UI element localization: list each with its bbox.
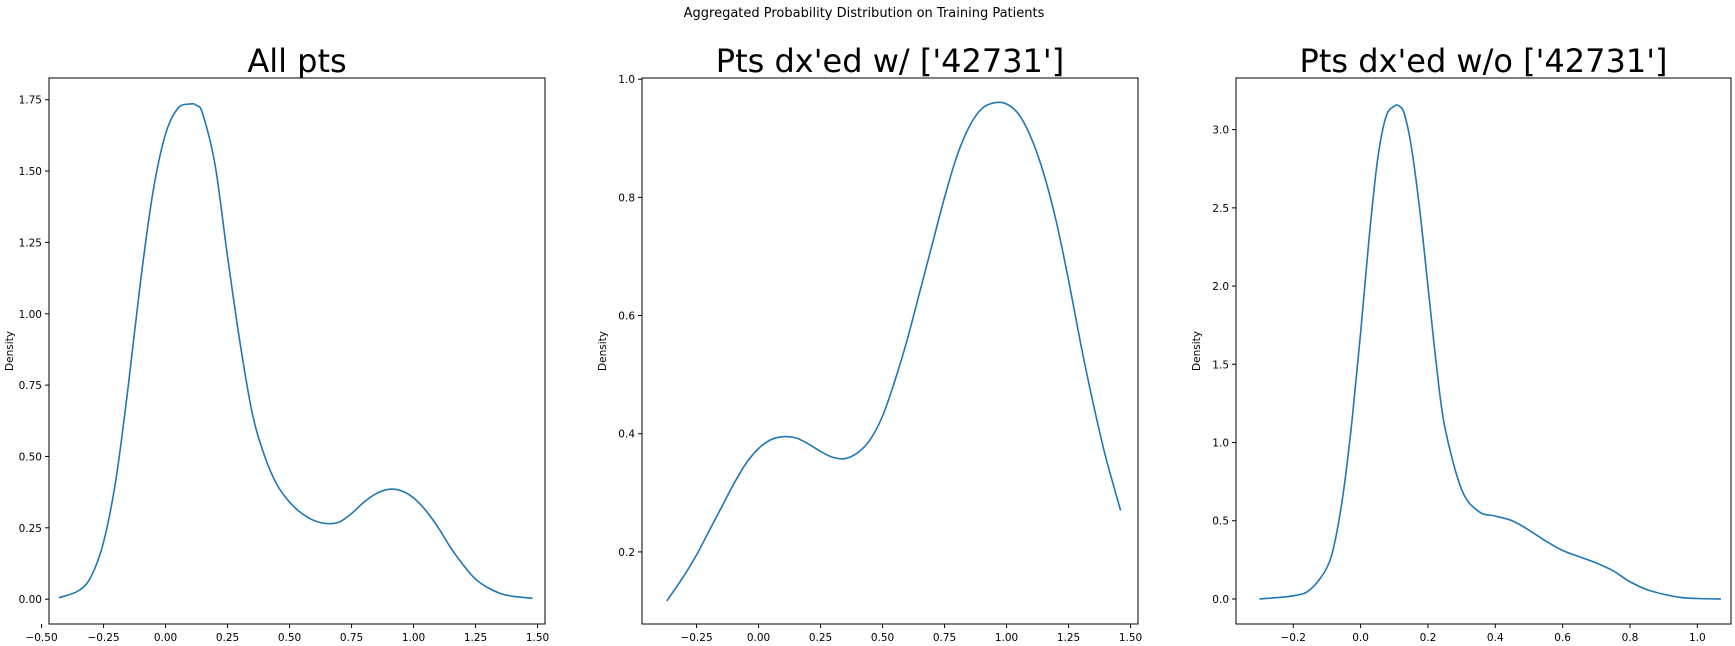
y-tick-label: 1.25 <box>19 237 42 249</box>
y-axis-label: Density <box>1191 331 1203 371</box>
x-tick-label: 0.75 <box>933 632 956 644</box>
subplot-3: Pts dx'ed w/o ['42731'] −0.2 0.0 0.2 0.4 0.6 0… <box>1191 42 1732 644</box>
x-tick-label: 0.50 <box>871 632 894 644</box>
x-tick-label: 0.75 <box>340 632 363 644</box>
x-tick-label: 0.2 <box>1420 632 1437 644</box>
x-tick-label: −0.25 <box>87 632 119 644</box>
y-tick-label: 1.0 <box>618 74 635 86</box>
y-tick-label: 1.50 <box>19 166 42 178</box>
y-axis-label: Density <box>4 331 16 371</box>
plot-area <box>1235 77 1732 625</box>
subplot-2: Pts dx'ed w/ ['42731'] −0.25 0.00 0.25 0.50 0… <box>597 42 1142 644</box>
x-tick-label: 0.25 <box>216 632 239 644</box>
x-tick-label: 0.6 <box>1554 632 1571 644</box>
plot-area <box>48 77 546 625</box>
y-tick-label: 0.50 <box>19 451 42 463</box>
density-curve <box>58 102 533 600</box>
y-tick-label: 0.75 <box>19 380 42 392</box>
x-tick-label: 0.50 <box>278 632 301 644</box>
y-tick-label: 0.6 <box>618 311 635 323</box>
x-tick-label: 0.00 <box>747 632 770 644</box>
y-tick-label: 0.4 <box>618 429 635 441</box>
y-tick-label: 0.5 <box>1212 516 1229 528</box>
x-tick-label: 0.25 <box>809 632 832 644</box>
x-tick-label: 0.0 <box>1352 632 1369 644</box>
x-tick-label: −0.25 <box>680 632 712 644</box>
y-tick-label: 2.5 <box>1212 203 1229 215</box>
x-tick-label: −0.50 <box>25 632 57 644</box>
density-curve <box>666 101 1122 602</box>
subplot-1: All pts −0.50 −0.25 0.00 0.25 0.50 0.75 1.00 1.2… <box>4 42 549 644</box>
x-tick-label: 1.00 <box>402 632 425 644</box>
y-tick-label: 1.75 <box>19 95 42 107</box>
subplots: All pts −0.50 −0.25 0.00 0.25 0.50 0.75 1.00 1.2… <box>4 42 1732 644</box>
x-tick-label: 1.25 <box>1057 632 1080 644</box>
y-axis-label: Density <box>597 331 609 371</box>
subplot-title: Pts dx'ed w/o ['42731'] <box>1300 42 1668 80</box>
y-tick-label: 1.00 <box>19 309 42 321</box>
y-tick-label: 0.8 <box>618 192 635 204</box>
y-tick-label: 0.25 <box>19 523 42 535</box>
density-curve <box>1259 104 1721 600</box>
y-tick-label: 0.00 <box>19 594 42 606</box>
y-tick-label: 3.0 <box>1212 125 1229 137</box>
x-tick-label: 1.00 <box>995 632 1018 644</box>
x-tick-label: 1.25 <box>464 632 487 644</box>
x-tick-label: 0.00 <box>154 632 177 644</box>
x-tick-label: 0.8 <box>1622 632 1639 644</box>
y-tick-label: 0.2 <box>618 547 635 559</box>
subplot-title: Pts dx'ed w/ ['42731'] <box>716 42 1064 80</box>
y-tick-label: 1.5 <box>1212 359 1229 371</box>
y-tick-label: 1.0 <box>1212 438 1229 450</box>
y-tick-label: 2.0 <box>1212 281 1229 293</box>
y-tick-label: 0.0 <box>1212 594 1229 606</box>
subplot-title: All pts <box>247 42 346 80</box>
x-tick-label: 0.4 <box>1487 632 1504 644</box>
x-tick-label: 1.0 <box>1689 632 1706 644</box>
plot-area <box>641 77 1139 625</box>
x-tick-label: 1.50 <box>1119 632 1142 644</box>
x-tick-label: −0.2 <box>1280 632 1306 644</box>
x-tick-label: 1.50 <box>526 632 549 644</box>
figure-title: Aggregated Probability Distribution on T… <box>684 6 1045 21</box>
